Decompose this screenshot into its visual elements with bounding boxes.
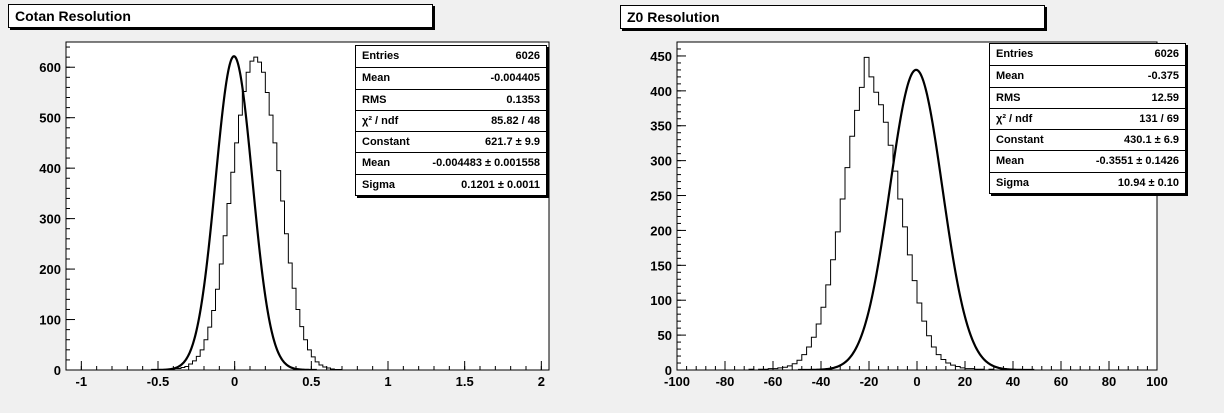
stats-label: Mean bbox=[996, 155, 1025, 168]
y-tick-label: 400 bbox=[39, 161, 61, 176]
stats-value: 12.59 bbox=[1151, 91, 1179, 104]
x-tick-label: 20 bbox=[958, 374, 972, 389]
z0-resolution-canvas: 0 50 100 150 200 250 300 350 400 450 -100 -80 -60 -40… bbox=[612, 0, 1224, 413]
stats-row: Sigma 10.94 ± 0.10 bbox=[990, 171, 1185, 193]
y-tick-label: 100 bbox=[39, 313, 61, 328]
y-tick-label: 200 bbox=[39, 262, 61, 277]
stats-row: χ² / ndf 131 / 69 bbox=[990, 107, 1185, 129]
y-tick-label: 450 bbox=[650, 49, 672, 64]
y-tick-label: 50 bbox=[658, 328, 672, 343]
stats-row: Entries 6026 bbox=[990, 44, 1185, 65]
stats-row: Constant 430.1 ± 6.9 bbox=[990, 129, 1185, 150]
stats-value: -0.3551 ± 0.1426 bbox=[1095, 155, 1179, 168]
x-tick-label: -100 bbox=[664, 374, 690, 389]
stats-label: Constant bbox=[362, 136, 410, 149]
stats-value: 10.94 ± 0.10 bbox=[1117, 176, 1179, 189]
x-tick-label: 1 bbox=[384, 374, 391, 389]
stats-row: Entries 6026 bbox=[356, 46, 546, 67]
stats-value: 0.1353 bbox=[506, 93, 540, 106]
stats-label: Entries bbox=[362, 50, 400, 62]
x-tick-label: -20 bbox=[860, 374, 879, 389]
x-tick-label: 40 bbox=[1006, 374, 1020, 389]
stats-box: Entries 6026 Mean -0.375 RMS 12.59 χ² / ndf 131… bbox=[989, 43, 1186, 195]
y-tick-label: 400 bbox=[650, 84, 672, 99]
x-tick-label: 80 bbox=[1102, 374, 1116, 389]
x-tick-label: 100 bbox=[1146, 374, 1168, 389]
x-tick-label: 60 bbox=[1054, 374, 1068, 389]
stats-value: 6026 bbox=[515, 50, 540, 62]
y-tick-label: 250 bbox=[650, 189, 672, 204]
stats-label: Sigma bbox=[996, 176, 1030, 189]
stats-row: Mean -0.3551 ± 0.1426 bbox=[990, 150, 1185, 171]
y-tick-label: 100 bbox=[650, 293, 672, 308]
stats-value: -0.004483 ± 0.001558 bbox=[432, 157, 540, 170]
x-tick-label: -0.5 bbox=[147, 374, 169, 389]
stats-row: Mean -0.004405 bbox=[356, 67, 546, 88]
stats-row: χ² / ndf 85.82 / 48 bbox=[356, 109, 546, 131]
y-tick-label: 0 bbox=[665, 363, 672, 378]
stats-label: Mean bbox=[362, 72, 391, 85]
stats-value: 0.1201 ± 0.0011 bbox=[461, 178, 540, 191]
x-tick-label: -80 bbox=[716, 374, 735, 389]
y-tick-label: 350 bbox=[650, 119, 672, 134]
stats-box: Entries 6026 Mean -0.004405 RMS 0.1353 χ² / nd… bbox=[355, 45, 547, 197]
y-tick-label: 150 bbox=[650, 258, 672, 273]
x-tick-label: 1.5 bbox=[456, 374, 474, 389]
stats-label: RMS bbox=[362, 93, 387, 106]
x-tick-label: 0 bbox=[231, 374, 238, 389]
x-tick-label: 0.5 bbox=[302, 374, 320, 389]
x-tick-label: -1 bbox=[76, 374, 88, 389]
stats-label: Mean bbox=[362, 157, 391, 170]
stats-value: 6026 bbox=[1154, 48, 1179, 60]
stats-label: Sigma bbox=[362, 178, 396, 191]
stats-label: Mean bbox=[996, 70, 1025, 83]
gaussian-fit-line bbox=[151, 55, 317, 370]
histogram-series bbox=[158, 56, 350, 370]
stats-value: 621.7 ± 9.9 bbox=[485, 136, 540, 149]
y-tick-label: 600 bbox=[39, 60, 61, 75]
y-tick-label: 300 bbox=[650, 154, 672, 169]
stats-value: -0.004405 bbox=[490, 72, 540, 85]
stats-label: RMS bbox=[996, 91, 1021, 104]
chart-title: Cotan Resolution bbox=[8, 4, 433, 28]
stats-value: 131 / 69 bbox=[1139, 112, 1179, 125]
x-tick-label: -40 bbox=[812, 374, 831, 389]
stats-label: χ² / ndf bbox=[996, 112, 1033, 125]
stats-value: 85.82 / 48 bbox=[491, 114, 540, 127]
stats-row: RMS 12.59 bbox=[990, 86, 1185, 108]
chart-title: Z0 Resolution bbox=[620, 5, 1045, 29]
x-tick-label: 2 bbox=[538, 374, 545, 389]
cotan-resolution-canvas: 0 100 200 300 400 500 600 -1 -0.5 0 0.5 1 1.5 2 Cotan… bbox=[0, 0, 612, 413]
y-tick-label: 300 bbox=[39, 212, 61, 227]
stats-value: -0.375 bbox=[1147, 70, 1179, 83]
stats-row: Sigma 0.1201 ± 0.0011 bbox=[356, 173, 546, 195]
x-tick-label: 0 bbox=[913, 374, 920, 389]
gaussian-fit-line bbox=[798, 68, 1035, 370]
stats-row: Mean -0.004483 ± 0.001558 bbox=[356, 152, 546, 173]
y-tick-label: 0 bbox=[54, 363, 61, 378]
stats-label: Entries bbox=[996, 48, 1034, 60]
x-tick-label: -60 bbox=[764, 374, 783, 389]
stats-label: χ² / ndf bbox=[362, 114, 399, 127]
stats-row: Mean -0.375 bbox=[990, 65, 1185, 86]
histogram-series bbox=[677, 56, 1157, 370]
stats-value: 430.1 ± 6.9 bbox=[1124, 134, 1179, 147]
stats-label: Constant bbox=[996, 134, 1044, 147]
stats-row: Constant 621.7 ± 9.9 bbox=[356, 131, 546, 152]
y-tick-label: 200 bbox=[650, 223, 672, 238]
y-tick-label: 500 bbox=[39, 111, 61, 126]
stats-row: RMS 0.1353 bbox=[356, 88, 546, 110]
